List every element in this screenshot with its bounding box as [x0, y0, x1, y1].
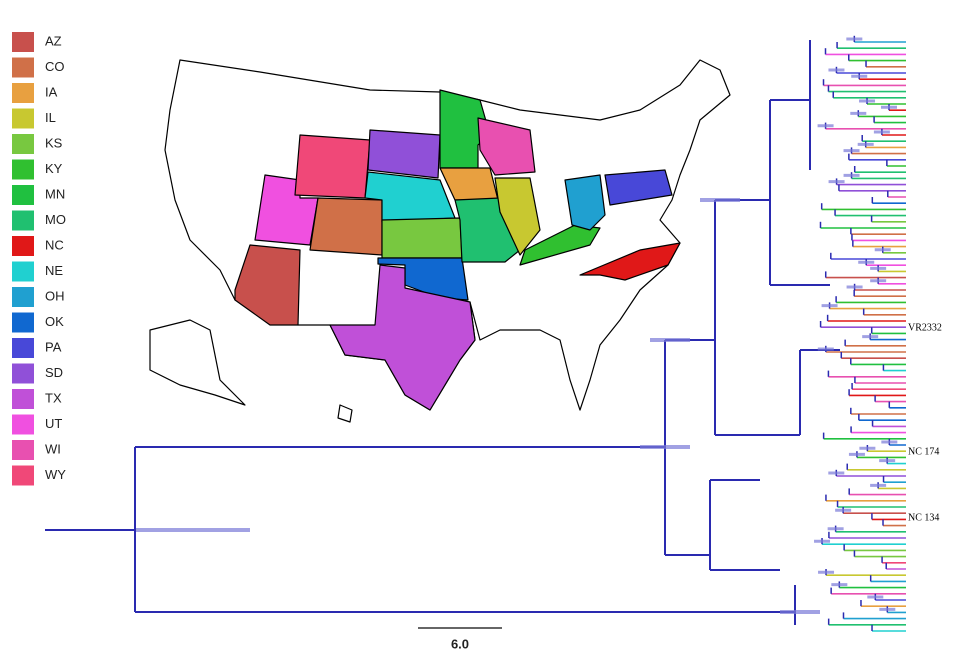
legend-swatch: [12, 134, 34, 154]
legend-label: IL: [45, 110, 56, 125]
legend-swatch: [12, 287, 34, 307]
state: [494, 177, 541, 256]
legend-label: KS: [45, 135, 63, 150]
alaska: [149, 319, 246, 406]
legend-label: MO: [45, 212, 66, 227]
tips: [814, 35, 906, 632]
legend-label: OH: [45, 288, 65, 303]
state: [367, 129, 441, 179]
legend-label: AZ: [45, 33, 62, 48]
state: [564, 174, 606, 231]
state: [604, 169, 673, 206]
legend-swatch: [12, 159, 34, 180]
scale-label: 6.0: [451, 636, 469, 651]
state: [234, 244, 301, 326]
legend-swatch: [12, 363, 34, 384]
legend-swatch: [12, 338, 34, 358]
state: [294, 134, 371, 199]
legend-swatch: [12, 185, 34, 205]
state: [477, 117, 536, 176]
legend: AZ CO IA IL KS KY MN MO NC NE OH OK PA SD TX UT WI WY: [12, 32, 66, 486]
tree-label: NC 174: [908, 446, 939, 457]
legend-swatch: [12, 389, 34, 409]
legend-swatch: [12, 440, 34, 460]
state: [309, 197, 383, 256]
hawaii: [337, 404, 353, 423]
legend-label: SD: [45, 365, 63, 380]
legend-label: OK: [45, 314, 64, 329]
legend-swatch: [12, 32, 34, 52]
state: [519, 224, 601, 266]
legend-label: MN: [45, 186, 65, 201]
state: [579, 242, 681, 281]
legend-swatch: [12, 210, 34, 231]
tree-labels: VR2332 NC 174 NC 134: [908, 322, 942, 523]
legend-label: NE: [45, 263, 63, 278]
tree-label: VR2332: [908, 322, 942, 333]
legend-swatch: [12, 465, 34, 486]
legend-swatch: [12, 261, 34, 282]
legend-label: UT: [45, 416, 62, 431]
legend-label: NC: [45, 237, 64, 252]
legend-label: CO: [45, 59, 65, 74]
legend-swatch: [12, 312, 34, 333]
legend-label: TX: [45, 390, 62, 405]
legend-label: IA: [45, 84, 58, 99]
legend-swatch: [12, 83, 34, 103]
legend-label: PA: [45, 339, 62, 354]
legend-swatch: [12, 57, 34, 78]
legend-swatch: [12, 236, 34, 256]
tree-label: NC 134: [908, 512, 939, 523]
legend-label: WY: [45, 467, 66, 482]
legend-swatch: [12, 414, 34, 435]
state: [329, 264, 476, 411]
legend-label: WI: [45, 441, 61, 456]
us-map: [149, 59, 731, 423]
legend-label: KY: [45, 161, 63, 176]
state: [381, 217, 463, 259]
legend-swatch: [12, 108, 34, 129]
